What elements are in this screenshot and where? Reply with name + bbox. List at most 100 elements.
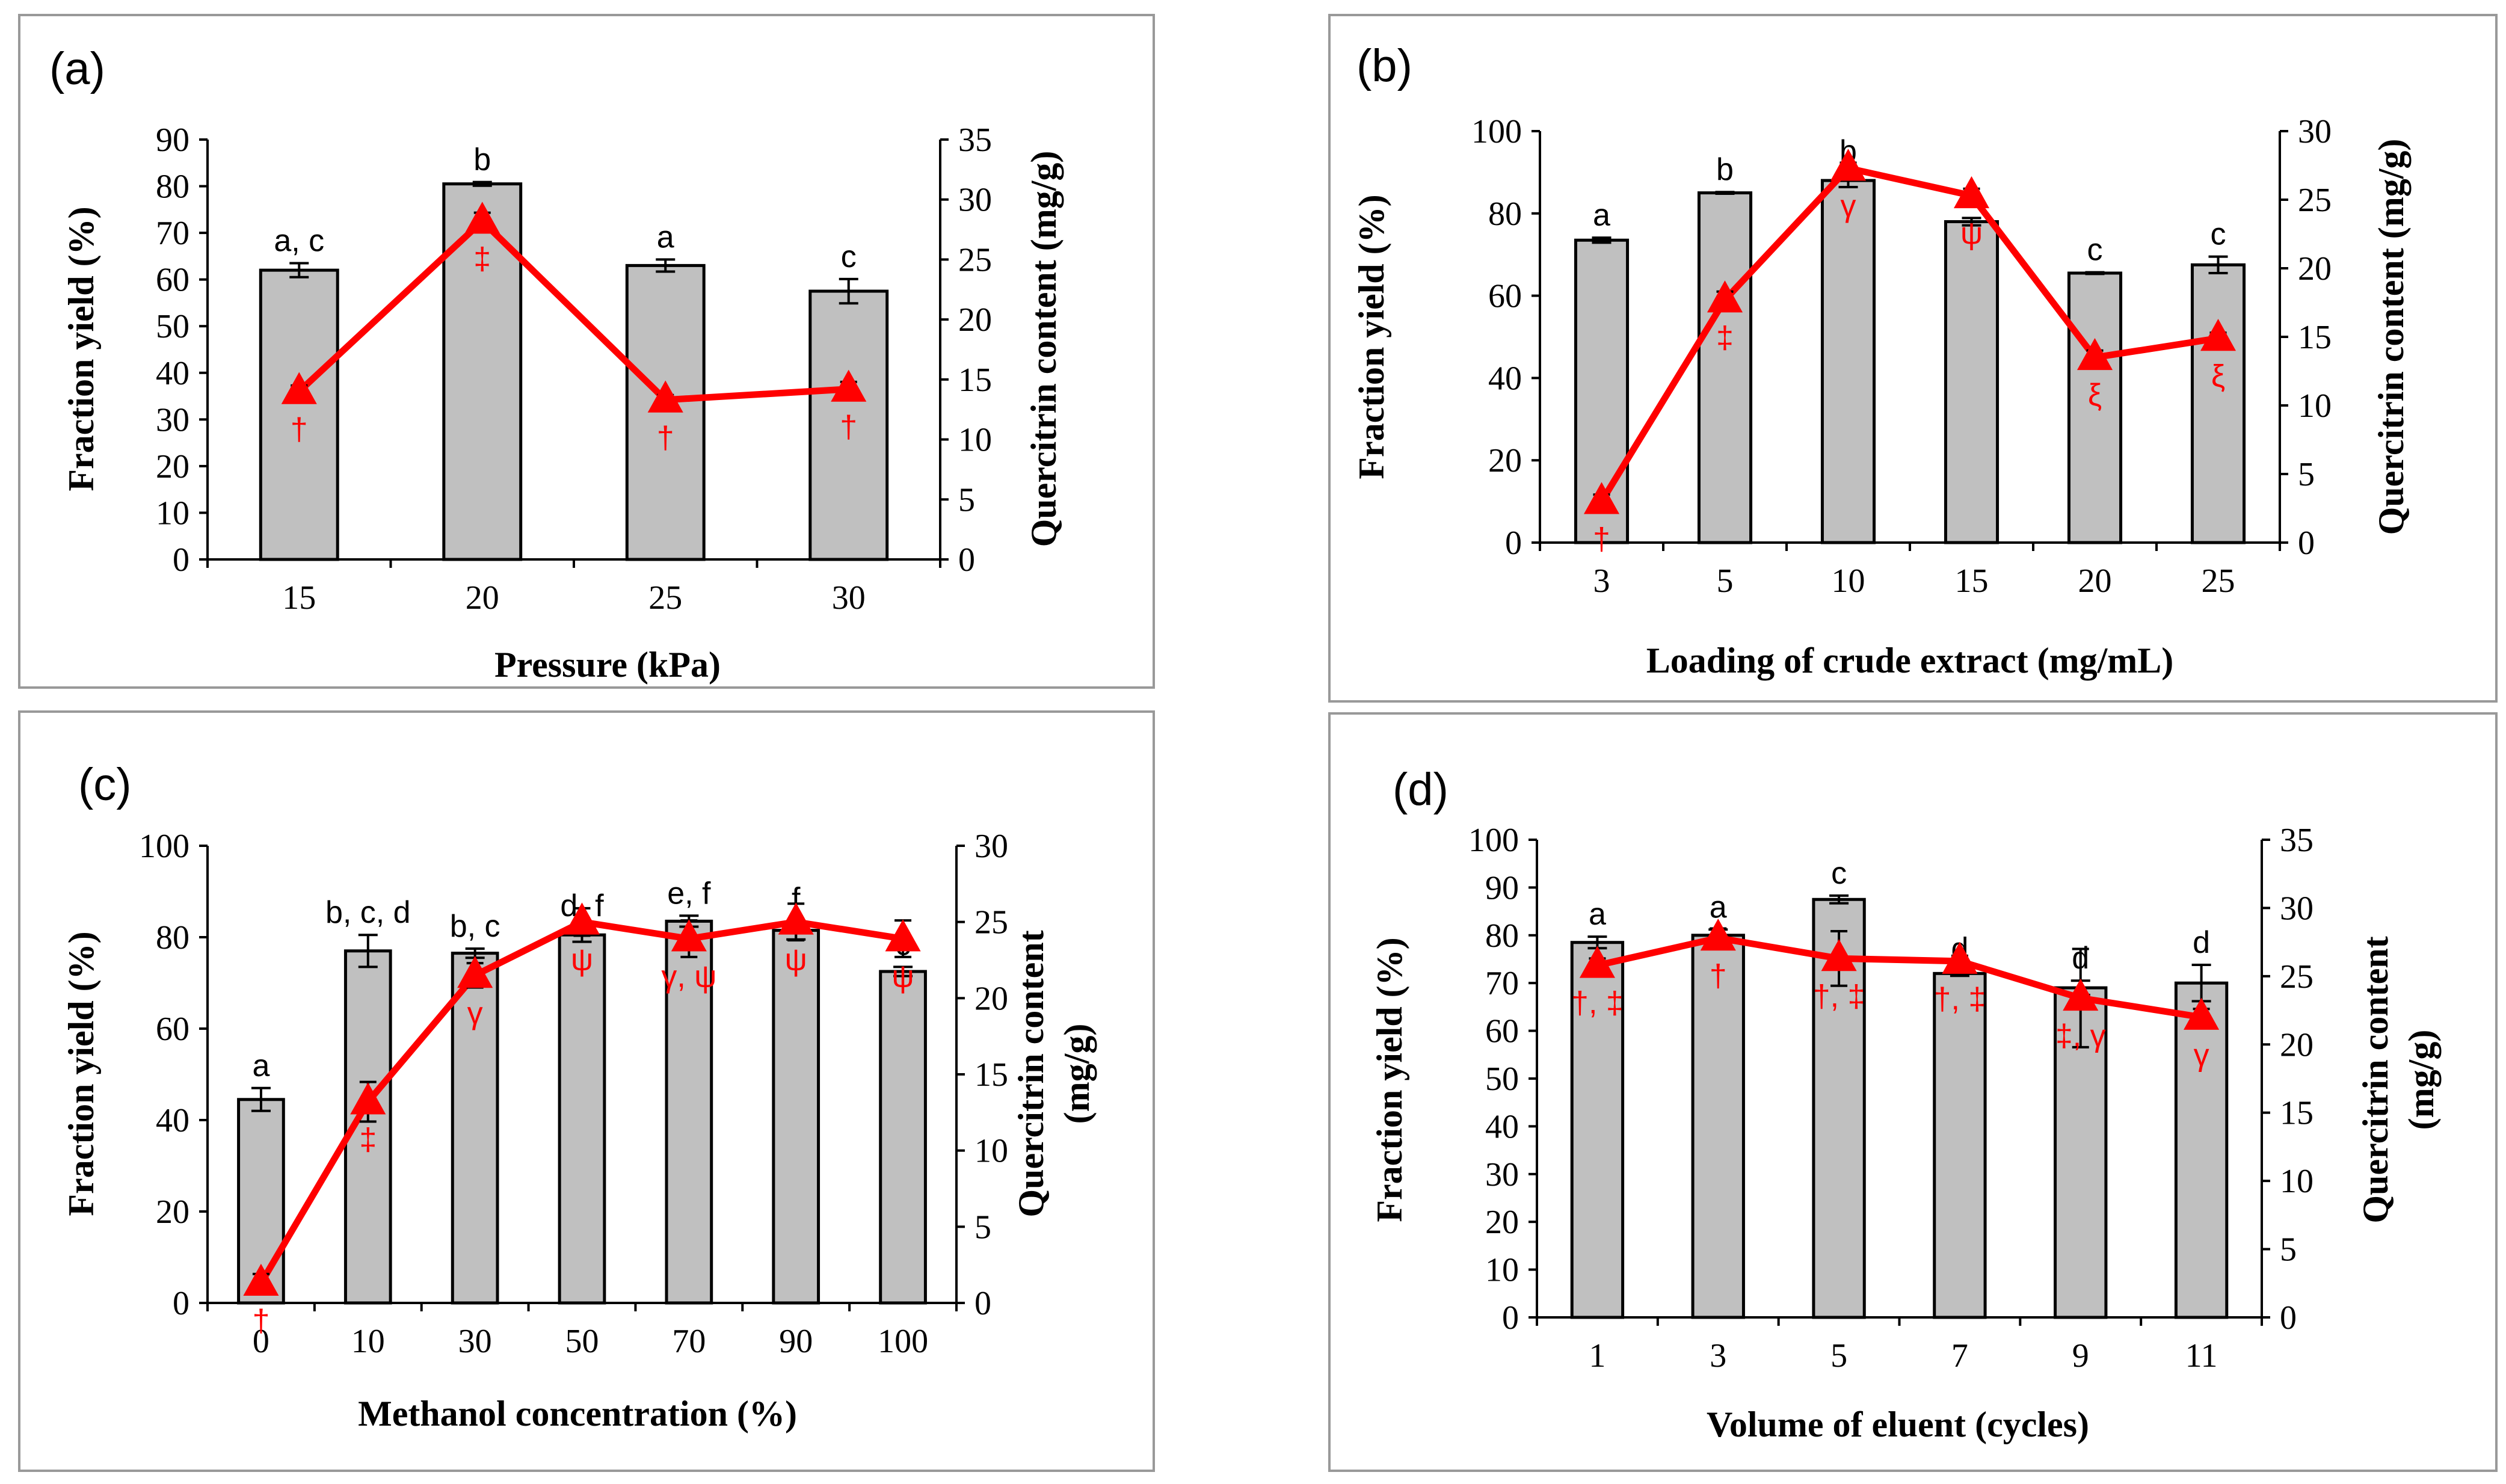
y-left-tick-label: 60 [1488,278,1522,315]
x-tick-label: 100 [878,1323,928,1360]
x-tick-label: 0 [253,1323,269,1360]
bar-error-bar [251,1086,271,1112]
bar [558,933,606,1305]
bar-significance-label: a [1593,198,1610,233]
x-tick-label: 90 [779,1323,813,1360]
y-left-tick-label: 10 [1485,1252,1519,1289]
quercitrin-marker [885,919,921,952]
x-tick-label: 7 [1951,1337,1968,1375]
bar-significance-label: b [1716,152,1734,187]
y-left-axis-title: Fraction yield (%) [1352,194,1391,479]
x-tick-label: 11 [2185,1337,2218,1375]
y-left-tick-label: 80 [156,168,189,206]
x-tick-label: 30 [458,1323,492,1360]
y-right-tick-label: 10 [958,422,992,459]
x-axis-title: Volume of eluent (cycles) [1707,1405,2089,1444]
bar-error-bar [656,258,676,273]
y-right-tick-label: 10 [974,1133,1008,1170]
quercitrin-marker [564,902,600,935]
y-right-tick-label: 0 [958,541,975,579]
x-tick-label: 20 [2078,562,2112,600]
x-axis-title: Methanol concentration (%) [358,1394,797,1433]
y-left-tick-label: 50 [1485,1061,1519,1098]
quercitrin-marker [2063,978,2099,1011]
bar-significance-label: b, c, d [325,895,411,930]
y-right-tick-label: 20 [2298,250,2332,288]
y-left-tick-label: 30 [1485,1156,1519,1193]
y-right-axis-title: Quercitrin content (mg/g) [1024,151,1064,547]
panel-label: (d) [1393,764,1448,815]
bar-error-bar [839,277,858,305]
y-right-tick-label: 30 [2280,890,2314,927]
panel-label: (a) [49,43,105,94]
quercitrin-marker [1579,946,1615,978]
y-left-tick-label: 20 [156,1193,189,1231]
bar-error-bar [893,965,913,978]
y-right-axis-title-line: Quercitrin content (mg/g) [1024,151,1064,547]
panel-frame [1328,14,2498,703]
y-left-tick-label: 0 [1502,1299,1519,1337]
y-left-tick-label: 40 [156,1102,189,1139]
y-right-axis-title-line: (mg/g) [2401,1030,2441,1130]
bar-error-bar [1962,217,1981,227]
y-right-tick-label: 15 [958,362,992,399]
y-left-tick-label: 70 [1485,965,1519,1002]
panel-label: (b) [1356,40,1412,91]
y-left-tick-label: 50 [156,308,189,345]
y-right-tick-label: 5 [2280,1231,2297,1269]
x-tick-label: 25 [2202,562,2235,600]
bar-significance-label: d [2193,925,2210,960]
quercitrin-significance-label: † [840,410,857,445]
quercitrin-marker [1707,280,1743,313]
y-left-tick-label: 80 [1485,917,1519,955]
y-right-tick-label: 0 [2280,1299,2297,1337]
y-right-tick-label: 20 [2280,1026,2314,1064]
quercitrin-significance-label: ‡ [1716,320,1734,355]
y-left-tick-label: 80 [156,919,189,956]
quercitrin-marker [1953,176,1990,209]
bar-error-bar [2208,255,2228,274]
quercitrin-significance-label: ψ [1960,216,1983,251]
y-left-tick-label: 60 [156,262,189,299]
bar [1691,934,1745,1319]
y-left-tick-label: 40 [1485,1108,1519,1145]
x-tick-label: 1 [1589,1337,1606,1375]
y-left-tick-label: 20 [1485,1204,1519,1241]
bar-error-bar [1715,191,1735,195]
y-left-tick-label: 60 [156,1011,189,1048]
bar [259,268,339,561]
x-tick-label: 3 [1593,562,1610,600]
y-right-tick-label: 5 [2298,456,2315,493]
chart-panel-b: abbacc0204060801000510152025303510152025… [1328,14,2498,703]
quercitrin-marker [1942,941,1978,974]
chart-panel-a: a, c b a c 0 10 20 30 40 50 60 70 80 90 0 5 10 15 20 25 30 35… [18,14,1155,689]
x-axis-title: Loading of crude extract (mg/mL) [1646,641,2174,680]
x-axis-title: Pressure (kPa) [494,645,721,685]
x-tick-label: 10 [1832,562,1865,600]
y-right-tick-label: 35 [2280,822,2314,859]
y-left-tick-label: 90 [156,122,189,159]
bar-significance-label: a [252,1048,269,1083]
bar-significance-label: a [1589,897,1606,932]
bar-error-bar [1592,236,1612,244]
x-tick-label: 15 [282,579,316,617]
bar-error-bar [358,934,378,968]
quercitrin-marker [350,1082,386,1115]
quercitrin-significance-label: γ, ψ [661,959,716,994]
bar-error-bar [1829,894,1849,905]
quercitrin-marker [647,380,683,413]
panel-frame [1328,712,2498,1472]
quercitrin-marker [281,372,317,404]
bar-significance-label: c [2211,217,2226,252]
y-right-tick-label: 20 [974,980,1008,1017]
y-right-axis-title-line: Quercitrin content [1011,930,1051,1217]
y-right-tick-label: 15 [2280,1095,2314,1132]
x-tick-label: 70 [672,1323,706,1360]
y-right-tick-label: 20 [958,301,992,339]
panel-frame [18,14,1155,689]
quercitrin-significance-label: ψ [892,959,914,994]
y-right-tick-label: 35 [958,122,992,159]
y-right-tick-label: 10 [2298,387,2332,425]
quercitrin-significance-label: † [657,420,674,455]
